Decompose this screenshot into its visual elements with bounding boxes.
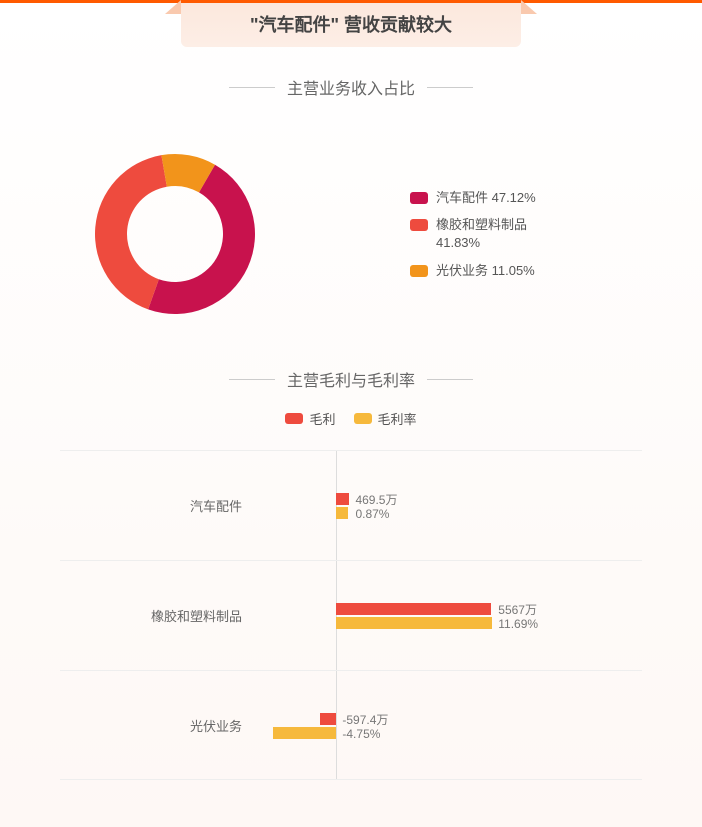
section1-title-wrap: 主营业务收入占比: [0, 75, 702, 99]
page-title: "汽车配件" 营收贡献较大: [181, 11, 521, 37]
zero-axis: [336, 451, 337, 560]
legend-swatch: [410, 219, 428, 231]
header-banner: "汽车配件" 营收贡献较大: [181, 3, 521, 47]
zero-axis: [336, 671, 337, 779]
bar-profit-label: -597.4万: [342, 711, 388, 728]
rule-right: [427, 87, 473, 88]
bar-profit: [336, 603, 491, 615]
bar-chart: 汽车配件469.5万0.87%橡胶和塑料制品5567万11.69%光伏业务-59…: [60, 450, 642, 780]
bar-category-label: 光伏业务: [60, 716, 260, 735]
legend-swatch: [410, 265, 428, 277]
bar-legend-swatch: [354, 413, 372, 424]
donut-slice: [95, 155, 167, 309]
legend-row: 橡胶和塑料制品41.83%: [410, 216, 536, 251]
donut-chart: [80, 139, 270, 329]
bar-margin: [336, 507, 348, 519]
bar-legend-label: 毛利率: [378, 409, 417, 428]
bar-legend-item: 毛利: [285, 409, 335, 428]
bar-margin: [336, 617, 492, 629]
zero-axis: [336, 561, 337, 670]
rule-right: [427, 379, 473, 380]
legend-swatch: [410, 192, 428, 204]
legend-row: 光伏业务 11.05%: [410, 262, 536, 280]
bar-profit-label: 469.5万: [355, 491, 397, 508]
donut-area: 汽车配件 47.12% 橡胶和塑料制品41.83% 光伏业务 11.05%: [0, 99, 702, 339]
section2-title-wrap: 主营毛利与毛利率: [0, 367, 702, 391]
bar-category-label: 汽车配件: [60, 496, 260, 515]
bar-profit-label: 5567万: [498, 601, 537, 618]
section1-title: 主营业务收入占比: [287, 75, 415, 99]
bar-row: 光伏业务-597.4万-4.75%: [60, 670, 642, 780]
bar-profit: [320, 713, 337, 725]
bar-plot: 469.5万0.87%: [260, 451, 642, 560]
section2-title: 主营毛利与毛利率: [287, 367, 415, 391]
bar-margin: [273, 727, 336, 739]
legend-text: 汽车配件 47.12%: [436, 189, 536, 207]
bar-plot: 5567万11.69%: [260, 561, 642, 670]
bar-row: 橡胶和塑料制品5567万11.69%: [60, 560, 642, 670]
bar-margin-label: 11.69%: [498, 617, 538, 631]
bar-plot: -597.4万-4.75%: [260, 671, 642, 779]
legend-text: 光伏业务 11.05%: [436, 262, 535, 280]
bar-legend-label: 毛利: [309, 409, 335, 428]
rule-left: [229, 87, 275, 88]
donut-legend: 汽车配件 47.12% 橡胶和塑料制品41.83% 光伏业务 11.05%: [410, 189, 536, 279]
bar-margin-label: 0.87%: [355, 507, 389, 521]
bar-margin-label: -4.75%: [342, 727, 380, 741]
legend-row: 汽车配件 47.12%: [410, 189, 536, 207]
bar-profit: [336, 493, 349, 505]
rule-left: [229, 379, 275, 380]
bar-legend: 毛利 毛利率: [0, 409, 702, 428]
bar-row: 汽车配件469.5万0.87%: [60, 450, 642, 560]
bar-category-label: 橡胶和塑料制品: [60, 606, 260, 625]
bar-legend-item: 毛利率: [354, 409, 417, 428]
bar-legend-swatch: [285, 413, 303, 424]
legend-text: 橡胶和塑料制品41.83%: [436, 216, 527, 251]
